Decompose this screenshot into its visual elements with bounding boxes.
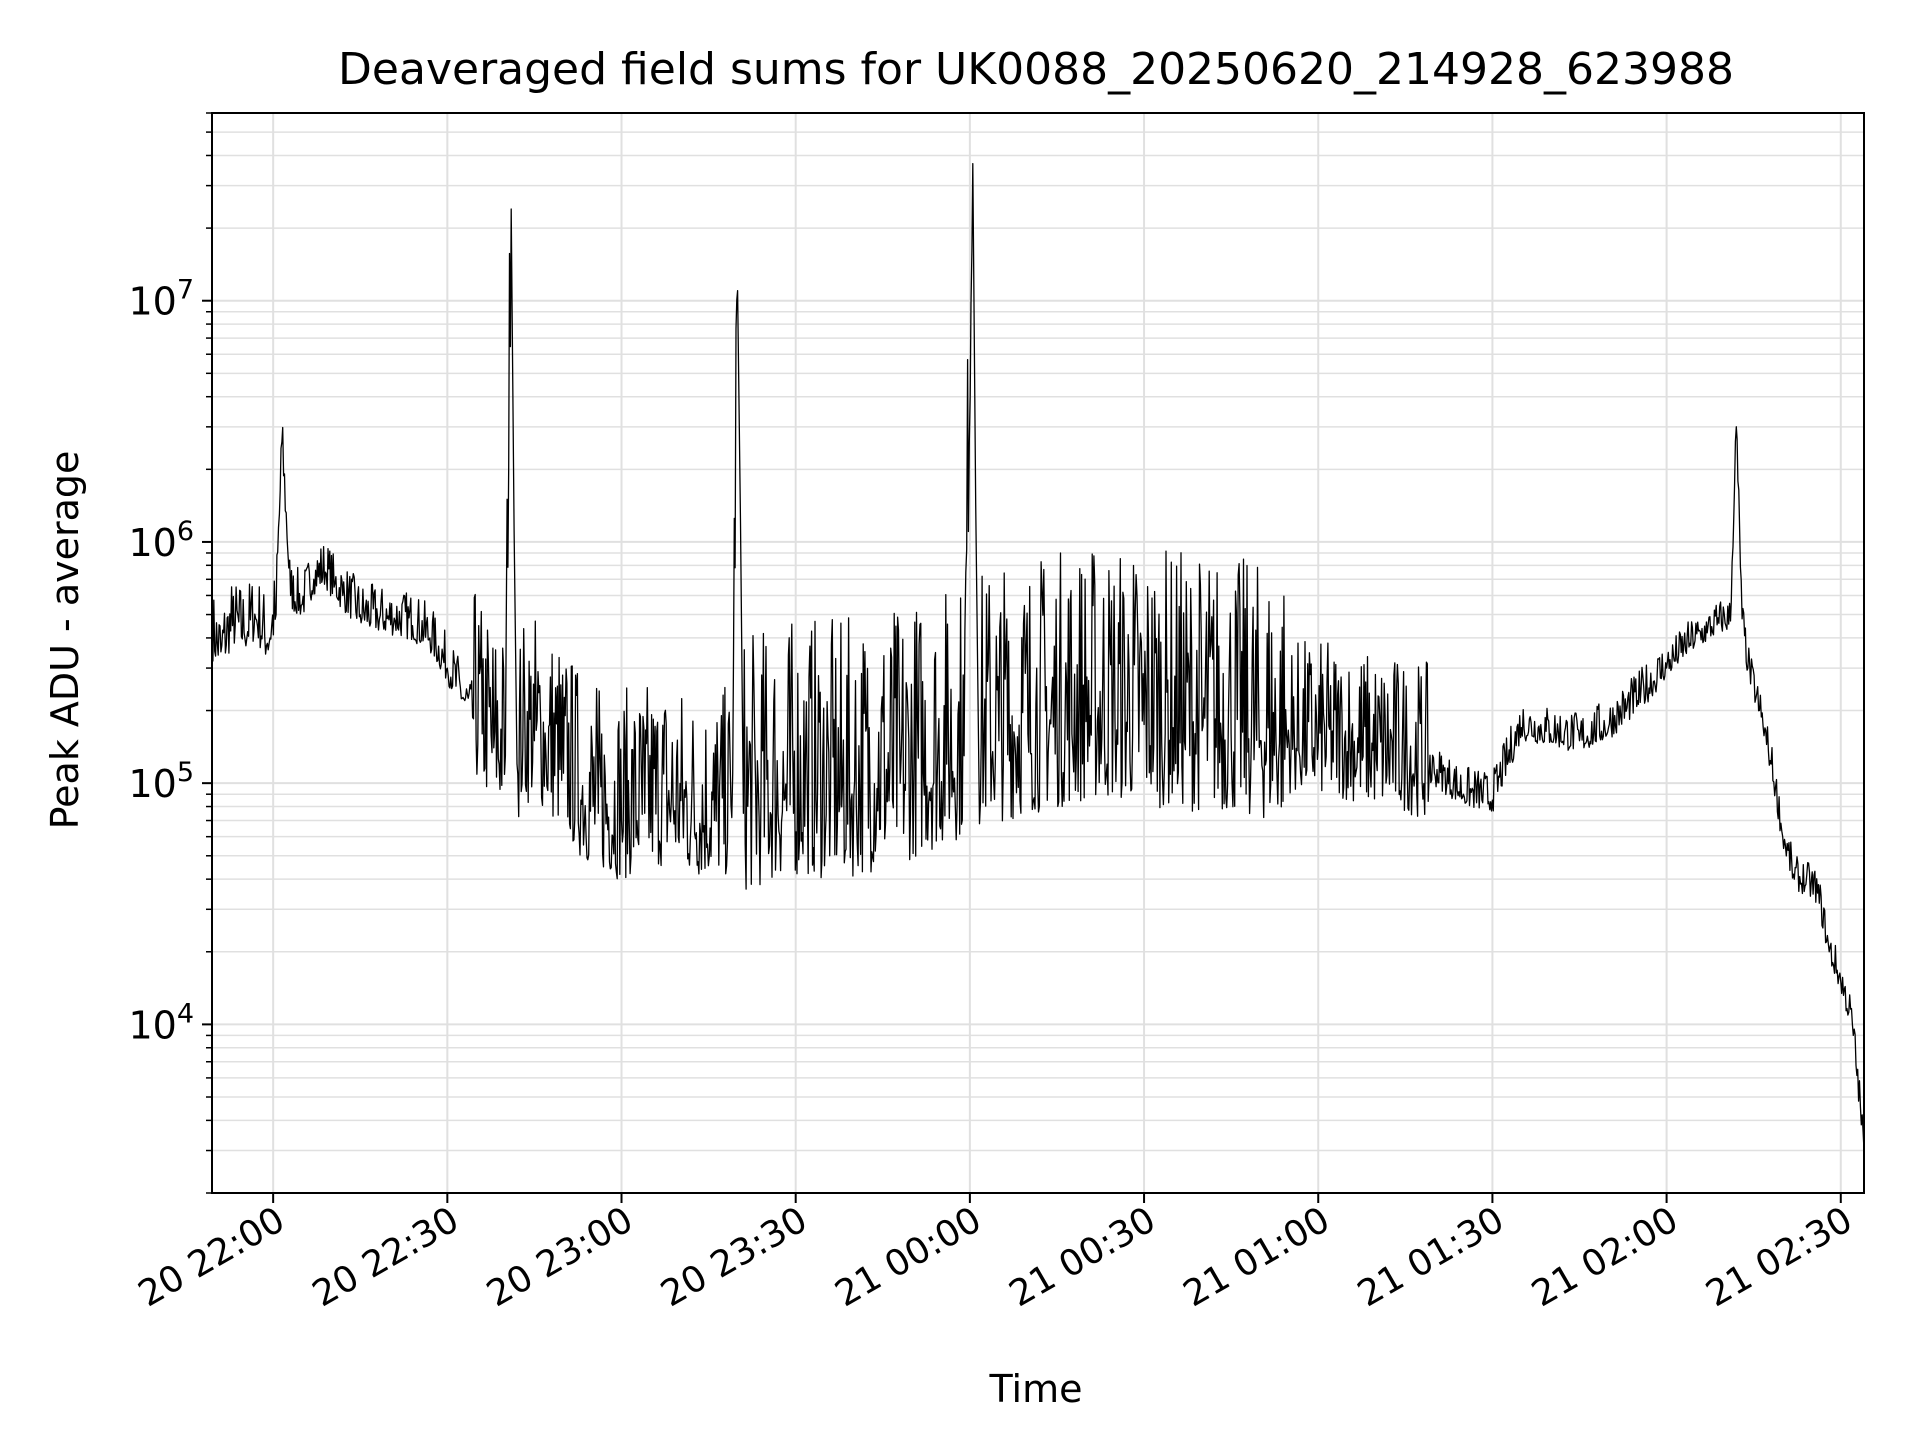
- y-tick-label: 105: [128, 757, 194, 806]
- chart-title: Deaveraged field sums for UK0088_2025062…: [338, 44, 1734, 95]
- series-line: [211, 162, 1865, 1151]
- y-tick-label: 107: [128, 275, 194, 324]
- y-tick-label: 106: [128, 516, 194, 565]
- y-axis-ticks: 104 105 106 107: [128, 112, 212, 1194]
- y-tick-label: 104: [128, 998, 194, 1047]
- grid-minor: [212, 112, 1864, 1194]
- plot-area-frame: [211, 112, 1865, 1194]
- x-axis-label: Time: [989, 1367, 1083, 1411]
- grid-major: [212, 113, 1864, 1193]
- y-axis-label: Peak ADU - average: [43, 451, 87, 830]
